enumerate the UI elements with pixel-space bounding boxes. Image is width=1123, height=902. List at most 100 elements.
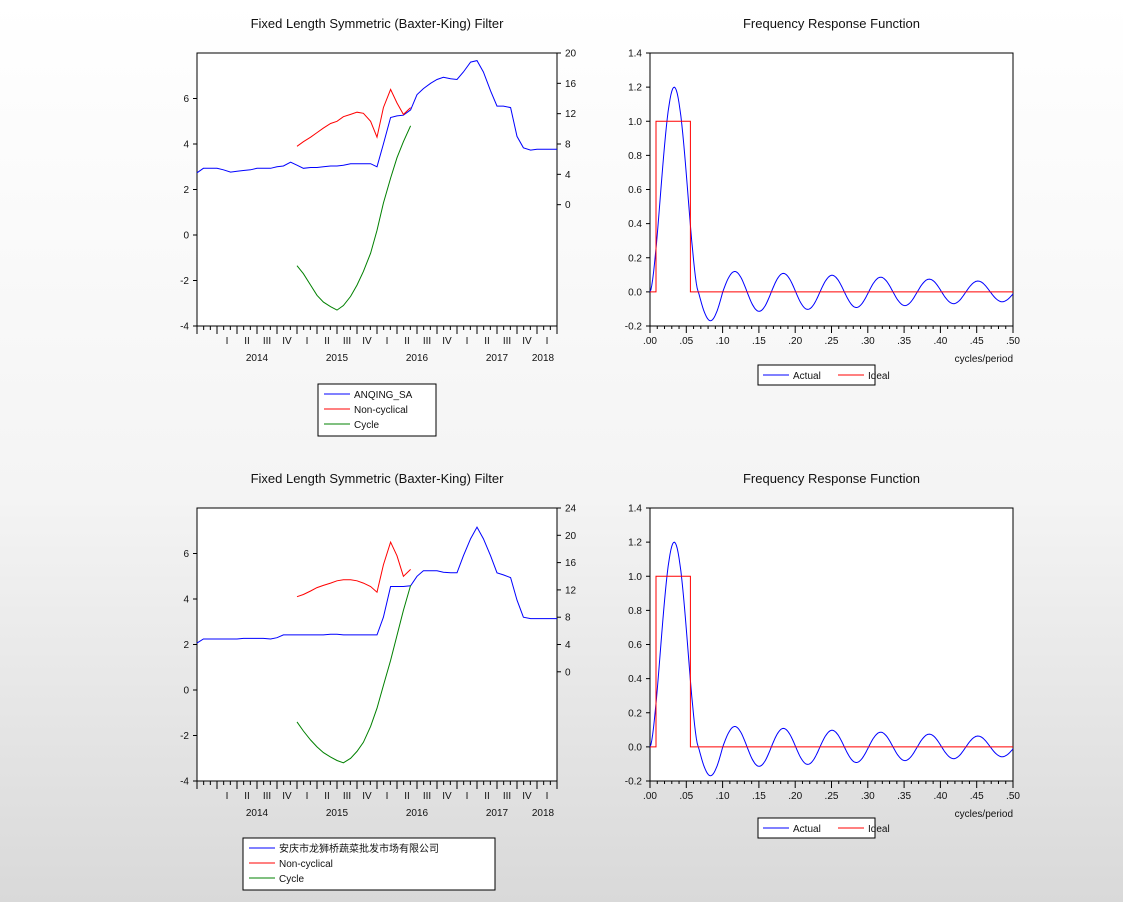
- chart3-quarter-label: II: [324, 791, 330, 802]
- chart3-right-tick-label: 0: [565, 667, 571, 678]
- chart3-legend-label: 安庆市龙狮桥蔬菜批发市场有限公司: [279, 842, 439, 855]
- chart3-quarter-label: III: [343, 791, 351, 802]
- chart1-left-tick-label: 4: [183, 140, 189, 151]
- chart1-quarter-label: II: [404, 336, 410, 347]
- chart3-right-tick-label: 4: [565, 640, 571, 651]
- chart4-x-tick-label: .30: [861, 791, 875, 802]
- chart3-right-tick-label: 8: [565, 613, 571, 624]
- chart1-right-tick-label: 20: [565, 49, 577, 60]
- chart4-x-tick-label: .05: [679, 791, 693, 802]
- chart4-x-tick-label: .50: [1006, 791, 1020, 802]
- chart3-left-tick-label: 0: [183, 686, 189, 697]
- chart3-left-tick-label: -2: [180, 731, 189, 742]
- chart3-series-line: [196, 526, 557, 644]
- chart3-title: Fixed Length Symmetric (Baxter-King) Fil…: [251, 471, 505, 486]
- chart2-x-tick-label: .00: [643, 336, 657, 347]
- chart3-quarter-label: IV: [522, 791, 532, 802]
- chart3-right-tick-label: 24: [565, 504, 577, 515]
- chart3-quarter-label: IV: [282, 791, 292, 802]
- chart1-year-label: 2018: [532, 353, 555, 364]
- chart2-y-tick-label: 0.0: [628, 287, 642, 298]
- chart2-x-tick-label: .10: [716, 336, 730, 347]
- chart3-quarter-label: II: [404, 791, 410, 802]
- chart1-legend-label: Non-cyclical: [354, 405, 408, 416]
- chart3-left-tick-label: 2: [183, 640, 189, 651]
- chart1-right-tick-label: 16: [565, 79, 577, 90]
- chart1-legend-box: [317, 383, 437, 437]
- chart1-year-label: 2014: [246, 353, 269, 364]
- chart2-y-tick-label: 0.6: [628, 185, 642, 196]
- chart2-x-tick-label: .35: [897, 336, 911, 347]
- chart4-x-tick-label: .10: [716, 791, 730, 802]
- chart2-legend-box: [757, 364, 876, 386]
- chart3-quarter-label: I: [386, 791, 389, 802]
- chart4-y-tick-label: 0.4: [628, 674, 642, 685]
- chart1-series-line: [296, 125, 412, 311]
- chart1-quarter-label: I: [386, 336, 389, 347]
- chart4-x-tick-label: .40: [933, 791, 947, 802]
- chart2-x-tick-label: .25: [825, 336, 839, 347]
- chart3-year-label: 2014: [246, 808, 269, 819]
- chart1-plot-frame: [196, 52, 558, 327]
- chart1-left-tick-label: -2: [180, 276, 189, 287]
- chart2-y-tick-label: 0.8: [628, 151, 642, 162]
- chart1-right-tick-label: 12: [565, 109, 577, 120]
- chart2-x-tick-label: .50: [1006, 336, 1020, 347]
- chart4-y-tick-label: 0.2: [628, 708, 642, 719]
- chart3-quarter-label: I: [466, 791, 469, 802]
- chart2-ideal-line: [650, 120, 1013, 293]
- chart3-right-tick-label: 12: [565, 585, 577, 596]
- chart2-x-tick-label: .20: [788, 336, 802, 347]
- chart4-y-tick-label: 0.0: [628, 742, 642, 753]
- chart1-quarter-label: IV: [282, 336, 292, 347]
- chart2-y-tick-label: -0.2: [625, 322, 643, 333]
- chart3-legend-label: Cycle: [279, 874, 304, 885]
- chart4-y-tick-label: 1.0: [628, 572, 642, 583]
- chart2-y-tick-label: 0.4: [628, 219, 642, 230]
- chart3-right-tick-label: 20: [565, 531, 577, 542]
- chart1-left-tick-label: 0: [183, 231, 189, 242]
- chart4-y-tick-label: 0.6: [628, 640, 642, 651]
- chart2-x-tick-label: .45: [970, 336, 984, 347]
- chart3-year-label: 2017: [486, 808, 509, 819]
- chart1-quarter-label: III: [263, 336, 271, 347]
- chart2-plot-frame: [649, 52, 1014, 327]
- chart1-legend-label: ANQING_SA: [354, 390, 413, 401]
- chart3-year-label: 2018: [532, 808, 555, 819]
- chart2-legend-label: Actual: [793, 371, 821, 382]
- chart4-title: Frequency Response Function: [743, 471, 920, 486]
- chart1-quarter-label: IV: [442, 336, 452, 347]
- chart4-y-tick-label: -0.2: [625, 777, 643, 788]
- chart1-right-tick-label: 8: [565, 140, 571, 151]
- chart3-quarter-label: I: [546, 791, 549, 802]
- chart4-legend-box: [757, 817, 876, 839]
- chart3-plot-frame: [196, 507, 558, 782]
- chart3-legend-label: Non-cyclical: [279, 859, 333, 870]
- chart3-quarter-label: III: [503, 791, 511, 802]
- chart3-quarter-label: IV: [442, 791, 452, 802]
- chart3-quarter-label: II: [244, 791, 250, 802]
- chart2-x-tick-label: .05: [679, 336, 693, 347]
- chart3-year-label: 2015: [326, 808, 349, 819]
- chart3-left-tick-label: 4: [183, 595, 189, 606]
- chart4-x-tick-label: .00: [643, 791, 657, 802]
- chart3-left-tick-label: -4: [180, 777, 189, 788]
- chart4-legend-label: Ideal: [868, 824, 890, 835]
- chart3-quarter-label: IV: [362, 791, 372, 802]
- chart1-quarter-label: III: [343, 336, 351, 347]
- chart2-legend-label: Ideal: [868, 371, 890, 382]
- chart2-y-tick-label: 0.2: [628, 253, 642, 264]
- chart1-left-tick-label: 2: [183, 185, 189, 196]
- chart1-title: Fixed Length Symmetric (Baxter-King) Fil…: [251, 16, 505, 31]
- chart1-left-tick-label: -4: [180, 322, 189, 333]
- chart1-right-tick-label: 4: [565, 170, 571, 181]
- chart1-quarter-label: II: [324, 336, 330, 347]
- chart2-x-tick-label: .30: [861, 336, 875, 347]
- chart4-x-axis-label: cycles/period: [955, 809, 1013, 820]
- chart1-quarter-label: I: [306, 336, 309, 347]
- chart2-title: Frequency Response Function: [743, 16, 920, 31]
- chart1-quarter-label: III: [503, 336, 511, 347]
- chart1-series-line: [296, 88, 411, 147]
